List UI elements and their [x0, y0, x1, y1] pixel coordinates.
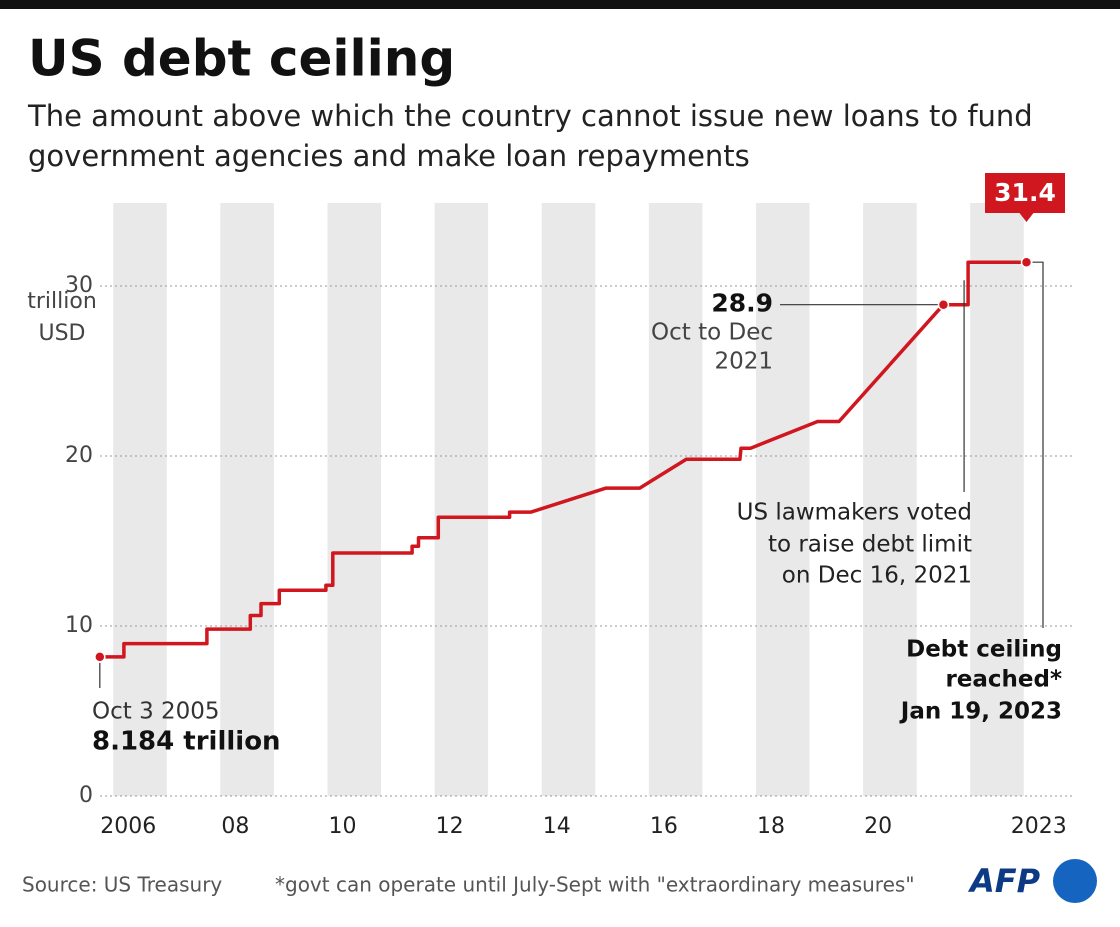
annotation: Oct to Dec: [651, 320, 773, 346]
year-band: [648, 203, 703, 796]
value-badge: [985, 173, 1065, 213]
x-tick-label: 20: [864, 814, 892, 839]
annotation: Debt ceiling: [906, 637, 1062, 663]
y-axis-label: USD: [38, 321, 85, 346]
x-tick-label: 2006: [100, 814, 156, 839]
chart-title: US debt ceiling: [28, 30, 455, 88]
point: [94, 651, 106, 663]
value-badge-pointer: [1019, 213, 1034, 222]
y-tick-label: 30: [65, 273, 93, 298]
value-label: 8.184 trillion: [92, 727, 281, 757]
leader: [1032, 261, 1044, 628]
x-tick-label: 12: [436, 814, 464, 839]
subtitle: The amount above which the country canno…: [27, 99, 1033, 133]
logo-circle: [1053, 859, 1097, 903]
annotation: reached*: [945, 667, 1062, 693]
value-label: 31.4: [994, 178, 1056, 207]
year-band: [327, 203, 382, 796]
source: Source: US Treasury: [22, 873, 222, 897]
y-tick-label: 0: [79, 783, 93, 808]
annotation: on Dec 16, 2021: [782, 563, 972, 589]
y-tick-label: 10: [65, 613, 93, 638]
logo: AFP: [967, 862, 1041, 900]
subtitle: government agencies and make loan repaym…: [28, 139, 750, 173]
y-axis-label: trillion: [27, 289, 97, 314]
x-tick-label: 18: [757, 814, 785, 839]
year-band: [220, 203, 274, 796]
annotation: Jan 19, 2023: [899, 699, 1062, 725]
annotation: 2021: [714, 349, 773, 375]
year-band: [434, 203, 489, 796]
year-band: [113, 203, 167, 796]
x-tick-label: 14: [543, 814, 571, 839]
debt-line: [99, 260, 1027, 659]
x-tick-label: 2023: [1011, 814, 1067, 839]
y-tick-label: 20: [65, 443, 93, 468]
footnote: *govt can operate until July-Sept with "…: [275, 873, 915, 897]
x-tick-label: 16: [650, 814, 678, 839]
point: [937, 298, 950, 311]
annotation: US lawmakers voted: [737, 500, 972, 526]
year-band: [755, 203, 810, 796]
annotation: Oct 3 2005: [92, 699, 220, 725]
point: [1020, 256, 1033, 268]
top-bar: [0, 0, 1120, 9]
year-band: [970, 203, 1024, 796]
value-label: 28.9: [711, 289, 773, 318]
annotation: to raise debt limit: [768, 532, 972, 558]
x-tick-label: 08: [221, 814, 249, 839]
x-tick-label: 10: [328, 814, 356, 839]
year-band: [863, 203, 917, 796]
